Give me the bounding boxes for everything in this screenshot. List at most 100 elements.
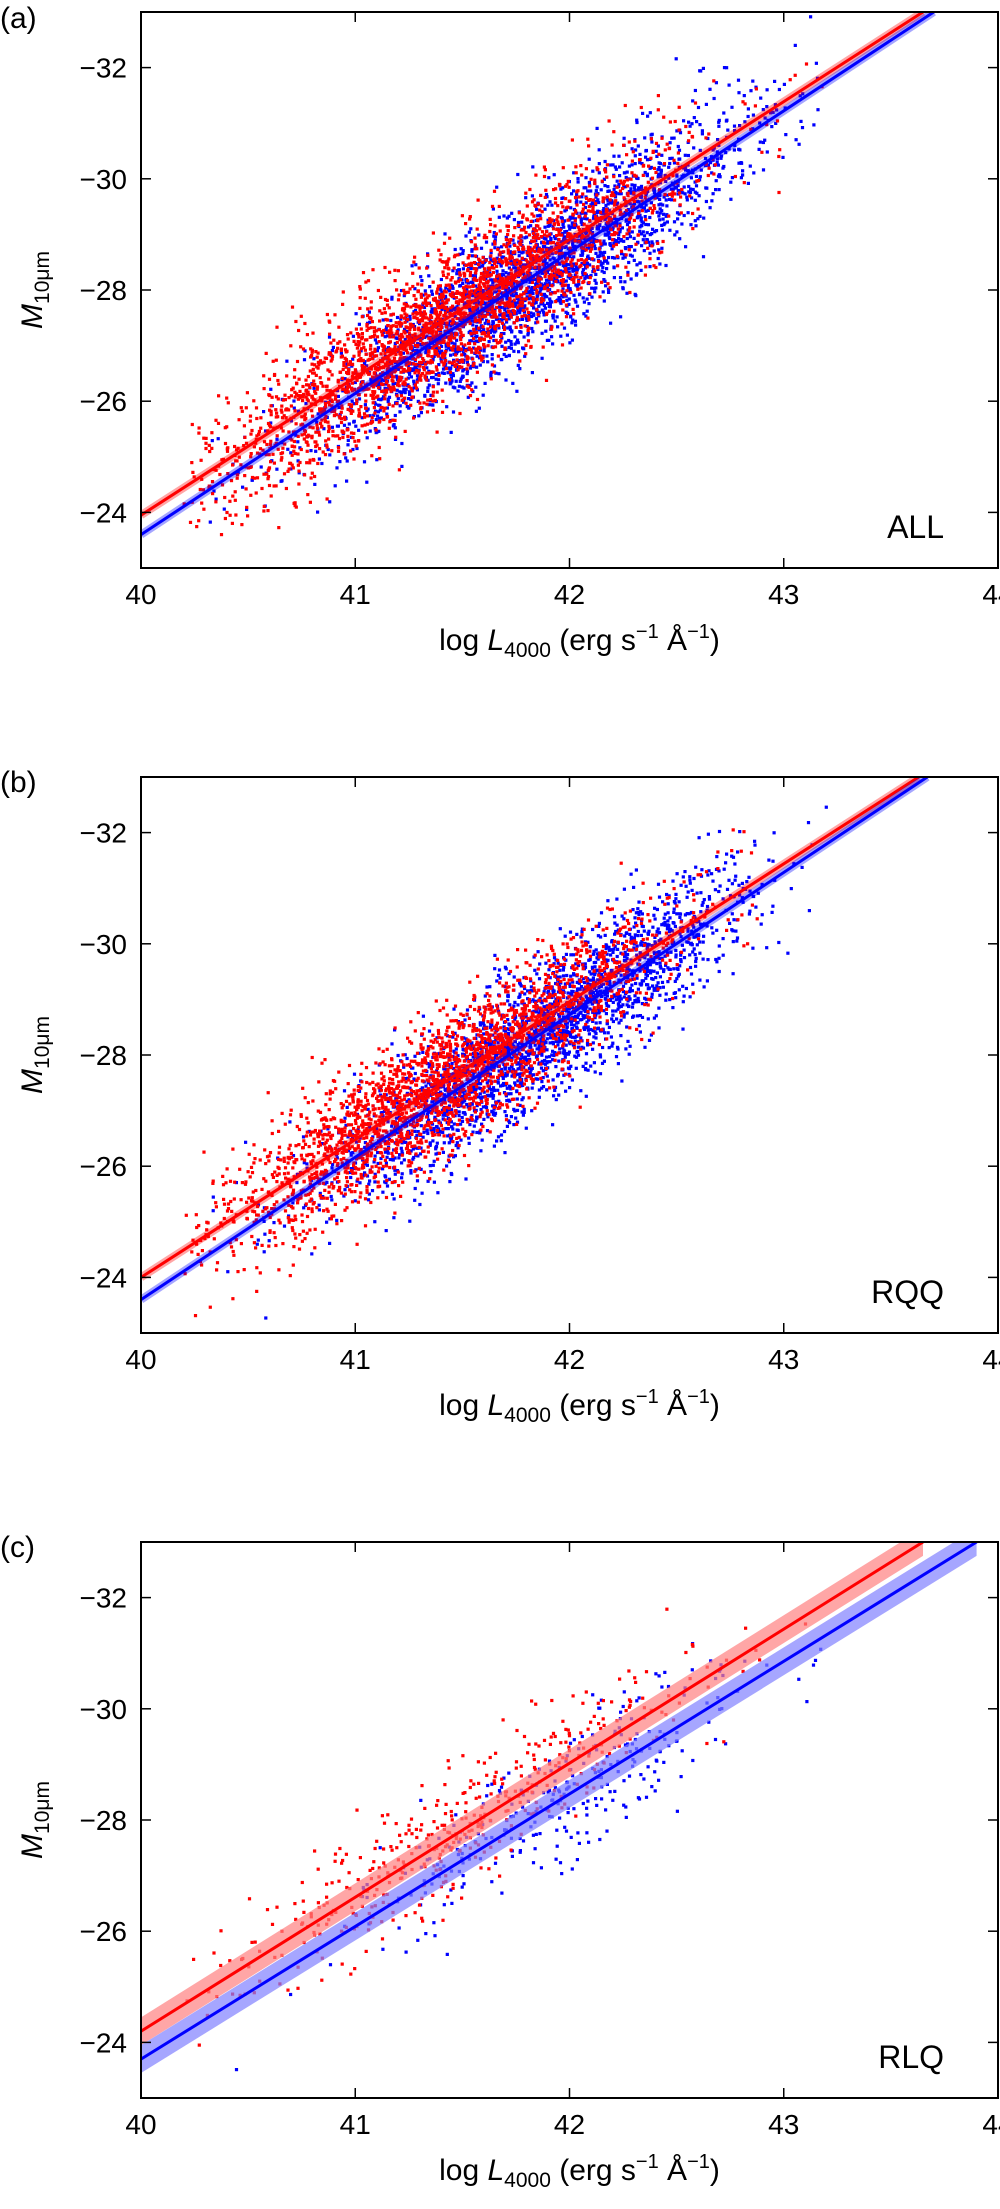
data-point — [621, 256, 625, 260]
data-point — [584, 167, 588, 171]
data-point — [500, 255, 504, 259]
data-point — [585, 196, 589, 201]
data-point — [533, 286, 537, 290]
data-point — [353, 439, 357, 443]
data-point — [425, 296, 429, 300]
data-point — [373, 349, 377, 353]
data-point — [465, 379, 469, 383]
data-point — [399, 378, 403, 382]
data-point — [488, 274, 492, 278]
data-point — [489, 248, 493, 252]
data-point — [551, 274, 556, 278]
data-point — [392, 356, 397, 360]
data-point — [486, 280, 490, 285]
data-point — [316, 366, 320, 370]
data-point — [339, 351, 343, 355]
data-point — [555, 315, 559, 319]
data-point — [615, 222, 619, 226]
data-point — [492, 240, 497, 244]
data-point — [816, 108, 820, 112]
data-point — [511, 278, 515, 282]
data-point — [330, 398, 334, 402]
data-point — [446, 328, 450, 332]
data-point — [605, 197, 609, 201]
data-point — [339, 420, 344, 425]
data-point — [583, 216, 587, 221]
data-point — [292, 399, 296, 403]
data-point — [506, 303, 510, 307]
data-point — [524, 263, 528, 267]
data-point — [269, 421, 273, 425]
data-point — [603, 279, 607, 283]
data-point — [507, 214, 511, 218]
data-point — [496, 324, 501, 328]
data-point — [646, 246, 650, 250]
data-point — [566, 283, 570, 287]
data-point — [404, 363, 409, 367]
data-point — [418, 342, 422, 346]
data-point — [572, 276, 576, 280]
data-point — [468, 274, 472, 278]
data-point — [543, 275, 547, 279]
data-point — [408, 392, 412, 396]
data-point — [378, 319, 382, 323]
data-point — [435, 332, 439, 336]
data-point — [372, 329, 376, 334]
data-point — [379, 406, 383, 410]
data-point — [725, 66, 729, 70]
data-point — [622, 253, 626, 257]
data-point — [388, 270, 392, 274]
data-point — [390, 359, 394, 363]
data-point — [636, 188, 640, 192]
data-point — [509, 281, 513, 285]
data-point — [440, 260, 444, 264]
data-point — [481, 260, 485, 264]
data-point — [449, 376, 453, 380]
data-point — [521, 245, 525, 249]
data-point — [625, 178, 629, 182]
data-point — [625, 153, 629, 157]
data-point — [660, 228, 664, 232]
data-point — [633, 248, 637, 252]
data-point — [336, 378, 340, 382]
data-point — [313, 390, 317, 394]
data-point — [597, 259, 601, 263]
data-point — [543, 168, 547, 172]
data-point — [775, 108, 779, 112]
data-point — [467, 341, 471, 346]
data-point — [488, 284, 492, 288]
data-point — [197, 431, 201, 435]
data-point — [610, 233, 614, 237]
data-point — [492, 189, 497, 193]
data-point — [674, 57, 678, 61]
data-point — [462, 302, 466, 306]
data-point — [662, 212, 666, 216]
data-point — [535, 281, 539, 285]
data-point — [468, 394, 473, 398]
data-point — [474, 271, 478, 275]
data-point — [637, 209, 641, 214]
data-point — [394, 374, 398, 378]
data-point — [221, 457, 225, 461]
data-point — [455, 290, 459, 294]
data-point — [255, 476, 260, 480]
data-point — [588, 276, 592, 280]
data-point — [207, 485, 211, 490]
data-point — [294, 433, 298, 437]
data-point — [476, 298, 480, 303]
data-point — [550, 284, 554, 288]
data-point — [576, 258, 580, 262]
data-point — [602, 197, 606, 201]
data-point — [258, 447, 263, 451]
data-point — [450, 379, 454, 383]
data-point — [511, 312, 515, 316]
data-point — [573, 273, 577, 277]
data-point — [580, 195, 584, 199]
data-point — [612, 231, 617, 235]
data-point — [412, 379, 416, 383]
data-point — [498, 253, 502, 257]
data-point — [228, 499, 232, 503]
data-point — [533, 256, 537, 260]
data-point — [362, 362, 367, 366]
data-point — [623, 103, 627, 108]
